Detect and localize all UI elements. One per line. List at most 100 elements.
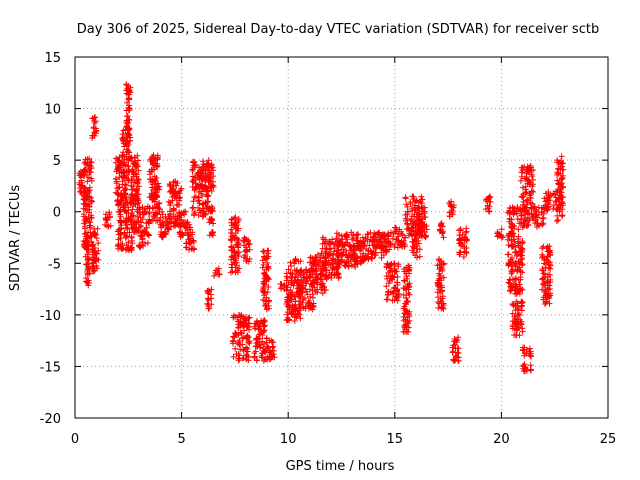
data-point [384, 275, 391, 282]
data-point [133, 163, 140, 170]
data-point [188, 239, 195, 246]
data-point [527, 366, 534, 373]
data-point [505, 279, 512, 286]
data-point [251, 323, 258, 330]
data-point [486, 208, 493, 215]
data-point [204, 301, 211, 308]
data-point [353, 255, 360, 262]
x-tick-label: 25 [600, 432, 617, 447]
data-point [183, 244, 190, 251]
data-point [557, 159, 564, 166]
data-point [215, 265, 222, 272]
data-point [553, 218, 560, 225]
y-tick-label: 5 [53, 154, 61, 169]
data-point [208, 184, 215, 191]
data-point [404, 208, 411, 215]
data-point [526, 345, 533, 352]
data-point [309, 306, 316, 313]
data-point [189, 158, 196, 165]
data-point [453, 353, 460, 360]
data-point [541, 257, 548, 264]
data-point [88, 215, 95, 222]
data-point [151, 196, 158, 203]
data-point [353, 231, 360, 238]
data-point [181, 208, 188, 215]
data-point [191, 246, 198, 253]
data-point [269, 344, 276, 351]
data-point [120, 245, 127, 252]
data-point [124, 133, 131, 140]
data-point [228, 243, 235, 250]
data-point [136, 242, 143, 249]
data-point [381, 231, 388, 238]
y-tick-label: 15 [44, 51, 61, 66]
data-point [448, 203, 455, 210]
data-point [423, 222, 430, 229]
data-point [422, 233, 429, 240]
data-point [189, 245, 196, 252]
data-point [184, 224, 191, 231]
data-point [138, 233, 145, 240]
data-point [295, 310, 302, 317]
data-point [386, 268, 393, 275]
data-point [172, 179, 179, 186]
data-point [114, 185, 121, 192]
data-point [290, 282, 297, 289]
data-point [525, 216, 532, 223]
data-point [239, 335, 246, 342]
data-point [297, 315, 304, 322]
data-point [391, 244, 398, 251]
data-point [136, 223, 143, 230]
data-point [318, 276, 325, 283]
x-tick-label: 20 [493, 432, 510, 447]
data-point [117, 219, 124, 226]
data-point [232, 214, 239, 221]
data-point [416, 246, 423, 253]
plot-frame [74, 56, 609, 419]
data-point [244, 238, 251, 245]
data-point [157, 214, 164, 221]
data-point [232, 345, 239, 352]
data-point [371, 252, 378, 259]
data-point [558, 153, 565, 160]
data-point [129, 186, 136, 193]
data-point [124, 171, 131, 178]
data-point [304, 277, 311, 284]
data-point [116, 208, 123, 215]
data-point [145, 232, 152, 239]
data-point [461, 245, 468, 252]
data-point [292, 293, 299, 300]
data-point [401, 310, 408, 317]
data-point [440, 300, 447, 307]
data-point [519, 325, 526, 332]
data-point [448, 208, 455, 215]
data-point [450, 202, 457, 209]
data-point [315, 257, 322, 264]
data-point [506, 233, 513, 240]
data-point [121, 190, 128, 197]
data-point [86, 280, 93, 287]
data-point [319, 263, 326, 270]
data-point [88, 177, 95, 184]
data-point [112, 175, 119, 182]
data-point [243, 352, 250, 359]
data-point [93, 250, 100, 257]
data-point [128, 154, 135, 161]
data-point [199, 158, 206, 165]
data-point [402, 194, 409, 201]
data-point [415, 237, 422, 244]
data-point [404, 275, 411, 282]
data-point [230, 333, 237, 340]
data-point [124, 99, 131, 106]
data-point [420, 213, 427, 220]
data-point [547, 279, 554, 286]
data-point [200, 205, 207, 212]
data-point [205, 290, 212, 297]
data-point [335, 270, 342, 277]
data-point [506, 210, 513, 217]
data-point [123, 242, 130, 249]
data-point [319, 240, 326, 247]
data-point [233, 242, 240, 249]
data-point [527, 162, 534, 169]
data-point [81, 167, 88, 174]
